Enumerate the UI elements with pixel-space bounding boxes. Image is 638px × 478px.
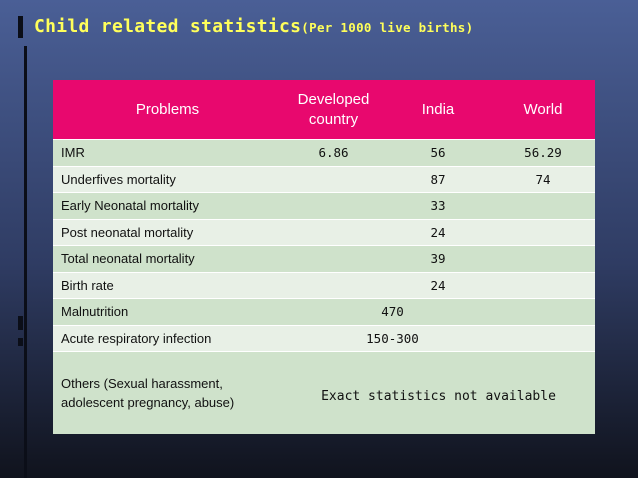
developed-cell	[282, 192, 385, 219]
bullet-mark	[18, 16, 23, 38]
table-row: Birth rate 24	[53, 271, 595, 299]
india-cell: 33	[385, 192, 491, 219]
problem-cell: Birth rate	[53, 271, 282, 299]
developed-cell	[282, 165, 385, 193]
world-cell	[491, 192, 595, 219]
problem-cell: Malnutrition	[53, 298, 282, 325]
problem-cell: Others (Sexual harassment, adolescent pr…	[53, 351, 282, 434]
problem-cell: Acute respiratory infection	[53, 324, 282, 352]
table-row: Total neonatal mortality 39	[53, 245, 595, 272]
statistics-table: Problems Developed country India World I…	[53, 80, 595, 434]
india-cell: 87	[385, 165, 491, 193]
developed-cell	[282, 218, 385, 246]
bullet-mark	[18, 338, 23, 346]
slide-title: Child related statistics(Per 1000 live b…	[34, 16, 473, 37]
table-header-row: Problems Developed country India World	[53, 80, 595, 140]
india-cell: 56	[385, 139, 491, 166]
table-row: Others (Sexual harassment, adolescent pr…	[53, 351, 595, 434]
table-row: Malnutrition 470	[53, 298, 595, 325]
world-cell	[491, 245, 595, 272]
developed-cell	[282, 271, 385, 299]
left-rule	[24, 46, 27, 478]
problem-cell: Total neonatal mortality	[53, 245, 282, 272]
world-cell: 56.29	[491, 139, 595, 166]
bullet-mark	[18, 316, 23, 330]
combined-value-cell: 150-300	[282, 324, 595, 352]
combined-value-cell: Exact statistics not available	[282, 351, 595, 434]
problem-cell: IMR	[53, 139, 282, 166]
developed-cell	[282, 245, 385, 272]
india-cell: 39	[385, 245, 491, 272]
table-row: Underfives mortality 87 74	[53, 165, 595, 193]
table-row: Early Neonatal mortality 33	[53, 192, 595, 219]
column-header-world: World	[491, 80, 595, 140]
developed-cell: 6.86	[282, 139, 385, 166]
table-row: IMR 6.86 56 56.29	[53, 139, 595, 166]
title-suffix: (Per 1000 live births)	[301, 20, 474, 35]
india-cell: 24	[385, 218, 491, 246]
column-header-problems: Problems	[53, 80, 282, 140]
world-cell: 74	[491, 165, 595, 193]
column-header-developed: Developed country	[282, 80, 385, 140]
world-cell	[491, 271, 595, 299]
table-row: Acute respiratory infection 150-300	[53, 324, 595, 352]
combined-value-cell: 470	[282, 298, 595, 325]
title-main: Child related statistics	[34, 16, 302, 37]
problem-cell: Underfives mortality	[53, 165, 282, 193]
problem-cell: Post neonatal mortality	[53, 218, 282, 246]
column-header-india: India	[385, 80, 491, 140]
world-cell	[491, 218, 595, 246]
problem-cell: Early Neonatal mortality	[53, 192, 282, 219]
table-row: Post neonatal mortality 24	[53, 218, 595, 246]
india-cell: 24	[385, 271, 491, 299]
